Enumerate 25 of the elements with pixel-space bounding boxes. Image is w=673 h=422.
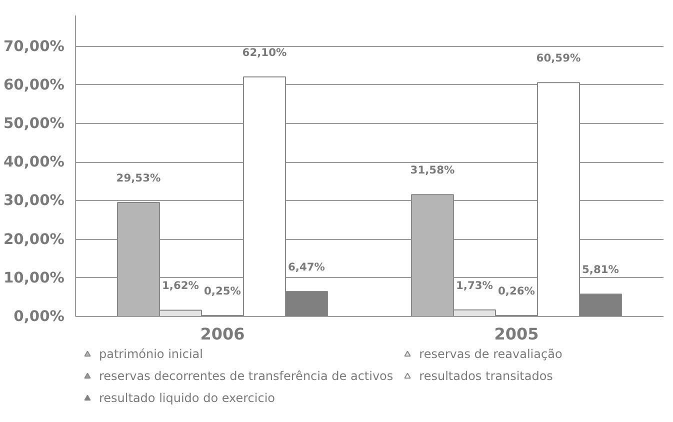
data-label: 1,62% — [162, 279, 200, 292]
data-label: 5,81% — [582, 263, 620, 276]
legend-label: reservas decorrentes de transferência de activos — [99, 368, 394, 384]
legend-label: reservas de reavaliação — [419, 346, 562, 362]
x-tick-label: 2005 — [494, 324, 539, 344]
data-label: 29,53% — [116, 172, 162, 185]
data-label: 0,25% — [204, 284, 242, 298]
y-tick-label: 20,00% — [3, 230, 65, 248]
data-label: 0,26% — [498, 284, 536, 298]
y-tick-label: 60,00% — [3, 76, 65, 94]
y-tick-label: 40,00% — [3, 154, 65, 171]
legend-label: resultado liquido do exercicio — [99, 390, 276, 406]
y-tick-label: 0,00% — [14, 308, 65, 325]
y-tick-label: 50,00% — [3, 115, 65, 132]
data-label: 60,59% — [536, 52, 582, 65]
x-tick-label: 2006 — [200, 324, 245, 344]
data-label: 31,58% — [410, 164, 456, 177]
legend-label: património inicial — [99, 346, 203, 362]
data-label: 6,47% — [288, 260, 326, 274]
y-tick-label: 30,00% — [3, 192, 65, 210]
legend-label: resultados transitados — [419, 368, 553, 384]
data-label: 1,73% — [456, 278, 494, 292]
data-label: 62,10% — [242, 46, 288, 59]
y-tick-label: 70,00% — [3, 38, 65, 55]
y-tick-label: 10,00% — [3, 269, 65, 286]
